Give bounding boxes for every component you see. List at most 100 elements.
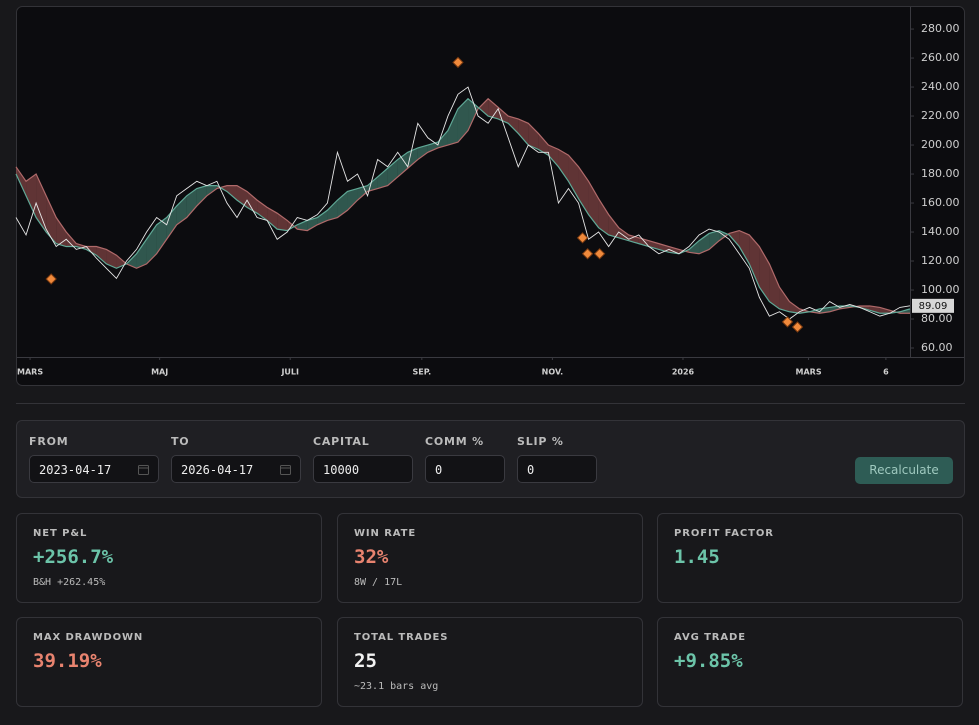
ribbon-segment — [136, 239, 147, 269]
ribbon-segment — [588, 181, 599, 228]
average-line — [15, 97, 911, 314]
settings-form: Recalculate FROM 2023-04-17 TO 2026-04-17 CA… — [16, 420, 965, 498]
field-input[interactable]: 0 — [517, 455, 597, 483]
recalculate-button[interactable]: Recalculate — [855, 457, 953, 484]
stat-card: NET P&L +256.7% B&H +262.45% — [16, 513, 322, 603]
field-value: 2023-04-17 — [39, 463, 112, 477]
x-tick-label: NOV. — [542, 368, 563, 377]
ribbon-segment — [36, 174, 47, 233]
ribbon-segment — [648, 240, 659, 250]
ribbon-segment — [709, 230, 720, 250]
y-tick-label: 220.00 — [921, 109, 960, 122]
ribbon-segment — [528, 123, 539, 150]
field-input[interactable]: 0 — [425, 455, 505, 483]
ribbon-segment — [156, 217, 167, 254]
trade-marker — [45, 273, 57, 285]
field-label: SLIP % — [517, 435, 564, 448]
x-tick-label: MARS — [17, 368, 43, 377]
stat-label: MAX DRAWDOWN — [33, 632, 144, 643]
ribbon-segment — [407, 147, 418, 169]
y-tick-label: 80.00 — [921, 312, 953, 325]
stat-sub: B&H +262.45% — [33, 577, 106, 588]
field-input[interactable]: 10000 — [313, 455, 413, 483]
ribbon-segment — [26, 174, 37, 218]
ribbon-segment — [196, 185, 207, 206]
ribbon-segment — [247, 191, 258, 214]
y-tick-label: 120.00 — [921, 254, 960, 267]
trade-marker — [576, 232, 589, 244]
ribbon-segment — [56, 217, 67, 247]
y-tick-label: 140.00 — [921, 225, 960, 238]
ribbon-segment — [86, 246, 97, 256]
trade-marker — [791, 321, 804, 333]
ribbon-segment — [76, 243, 87, 250]
ribbon-segment — [457, 98, 469, 143]
ribbon-segment — [96, 246, 107, 264]
ribbon-segment — [699, 233, 710, 254]
ribbon-segment — [337, 191, 348, 218]
chart-panel — [16, 6, 965, 386]
trade-marker — [581, 248, 594, 260]
ribbon-segment — [668, 246, 679, 254]
field-value: 0 — [435, 463, 443, 477]
ribbon-segment — [769, 263, 780, 309]
field: CAPITAL 10000 — [313, 435, 413, 483]
field-label: FROM — [29, 435, 69, 448]
y-tick-label: 260.00 — [921, 51, 960, 64]
ribbon-segment — [46, 195, 57, 244]
ribbon-segment — [869, 305, 880, 314]
ribbon-segment — [689, 240, 700, 254]
field-label: CAPITAL — [313, 435, 370, 448]
ribbon-segment — [447, 108, 458, 146]
field: SLIP % 0 — [517, 435, 597, 483]
calendar-icon[interactable] — [280, 464, 291, 475]
ribbon-segment — [16, 166, 27, 196]
field-value: 2026-04-17 — [181, 463, 254, 477]
ribbon-segment — [377, 168, 388, 189]
ribbon-segment — [347, 188, 358, 211]
ribbon-segment — [779, 287, 790, 312]
x-tick-label: MARS — [796, 368, 822, 377]
calendar-icon[interactable] — [138, 464, 149, 475]
stat-label: TOTAL TRADES — [354, 632, 449, 643]
ribbon-segment — [146, 224, 157, 264]
trade-marker — [781, 316, 794, 328]
y-tick-label: 100.00 — [921, 283, 960, 296]
stat-card: PROFIT FACTOR 1.45 — [657, 513, 963, 603]
stat-card: MAX DRAWDOWN 39.19% — [16, 617, 322, 707]
ribbon-segment — [538, 133, 549, 156]
field-input[interactable]: 2026-04-17 — [171, 455, 301, 483]
field-value: 0 — [527, 463, 535, 477]
ribbon-segment — [277, 213, 288, 231]
ribbon-segment — [236, 185, 248, 208]
ribbon-segment — [307, 217, 318, 231]
field-input[interactable]: 2023-04-17 — [29, 455, 159, 483]
ribbon-segment — [749, 234, 760, 288]
x-tick-label: SEP. — [412, 368, 431, 377]
trade-marker — [452, 56, 464, 69]
x-tick-label: MAJ — [151, 368, 168, 377]
ribbon-segment — [437, 130, 448, 148]
field-label: COMM % — [425, 435, 484, 448]
stat-value: 25 — [354, 650, 377, 672]
ribbon-segment — [257, 200, 268, 221]
stat-value: +256.7% — [33, 546, 114, 568]
stat-label: NET P&L — [33, 528, 88, 539]
stat-value: 1.45 — [674, 546, 720, 568]
ribbon-segment — [468, 98, 479, 131]
ribbon-segment — [729, 230, 740, 247]
stat-sub: ~23.1 bars avg — [354, 681, 439, 692]
ribbon-segment — [166, 205, 177, 240]
ribbon-segment — [297, 220, 308, 231]
ribbon-segment — [226, 185, 237, 201]
price-line — [15, 86, 911, 320]
ribbon-segment — [498, 107, 509, 124]
ribbon-segment — [488, 98, 499, 119]
x-tick-label: JULI — [280, 368, 299, 377]
ribbon-segment — [267, 207, 278, 230]
ribbon-segment — [417, 145, 428, 160]
x-tick-label: 2026 — [672, 368, 695, 377]
field-value: 10000 — [323, 463, 360, 477]
y-tick-label: 280.00 — [921, 22, 960, 35]
